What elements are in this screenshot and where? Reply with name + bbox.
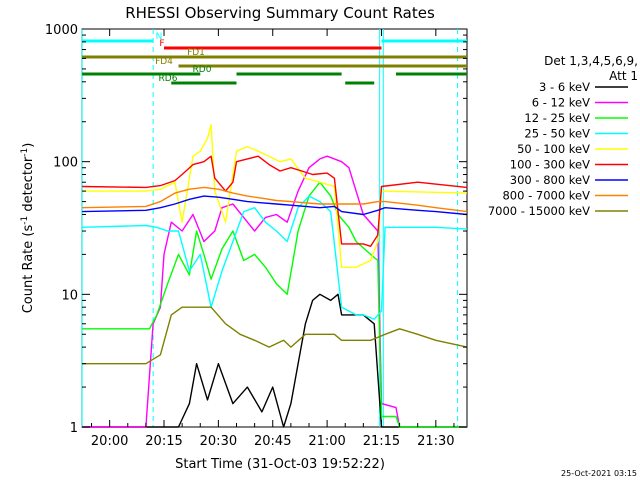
state-bars: NF FD1 FD4 RD0 RD6 <box>82 32 467 85</box>
x-tick-label-20-45: 20:45 <box>254 434 291 449</box>
state-bar-label-rd0: RD0 <box>193 65 212 75</box>
timestamp: 25-Oct-2021 03:15 <box>561 469 637 478</box>
y-tick-label-100: 100 <box>53 156 78 171</box>
y-tick-label-1: 1 <box>70 421 78 436</box>
x-tick-label-20-30: 20:30 <box>200 434 237 449</box>
x-tick-label-21-30: 21:30 <box>417 434 454 449</box>
series-line-300-800-kev <box>82 195 468 216</box>
series-line-3-6-kev <box>82 293 467 428</box>
legend-label-300-800-kev: 300 - 800 keV <box>510 173 590 187</box>
series-line-50-100-kev <box>82 124 468 268</box>
y-axis-label-exponent: -1 <box>20 216 30 225</box>
legend-header-line-1: Det 1,3,4,5,6,9, <box>544 54 638 68</box>
legend-label-6-12-kev: 6 - 12 keV <box>532 96 590 110</box>
state-bar-label-fd1: FD1 <box>187 48 205 58</box>
chart-title: RHESSI Observing Summary Count Rates <box>125 4 435 22</box>
plot-area: NF FD1 FD4 RD0 RD6 20:00 20:15 20:30 20:45 21:00… <box>45 23 468 449</box>
state-bar-label-fd4: FD4 <box>155 57 173 67</box>
series-line-6-12-kev <box>82 155 467 428</box>
y-ticks: 1 10 100 1000 <box>45 23 467 436</box>
x-ticks: 20:00 20:15 20:30 20:45 21:00 21:15 21:30 <box>91 29 455 449</box>
legend-label-3-6-kev: 3 - 6 keV <box>539 80 590 94</box>
y-axis-label-prefix: Count Rate (s <box>21 225 36 314</box>
series-lines <box>82 124 468 428</box>
legend: Det 1,3,4,5,6,9, Att 1 3 - 6 keV 6 - 12 k… <box>488 54 638 218</box>
x-axis-label: Start Time (31-Oct-03 19:52:22) <box>175 457 385 472</box>
legend-label-50-100-kev: 50 - 100 keV <box>517 142 590 156</box>
state-bar-label-rd6: RD6 <box>159 74 178 84</box>
series-line-12-25-kev <box>82 181 467 428</box>
y-tick-label-10: 10 <box>61 288 78 303</box>
series-line-25-50-kev <box>82 195 468 320</box>
x-tick-label-21-00: 21:00 <box>308 434 345 449</box>
legend-label-7000-15000-kev: 7000 - 15000 keV <box>488 204 590 218</box>
legend-label-800-7000-kev: 800 - 7000 keV <box>502 189 590 203</box>
y-axis-label: Count Rate (s-1 detector-1) <box>20 143 36 314</box>
y-axis-label-exponent-2: -1 <box>20 148 30 157</box>
legend-label-25-50-kev: 25 - 50 keV <box>524 127 590 141</box>
legend-label-12-25-kev: 12 - 25 keV <box>524 111 590 125</box>
legend-label-100-300-kev: 100 - 300 keV <box>510 158 590 172</box>
series-line-7000-15000-kev <box>82 306 468 365</box>
x-tick-label-20-15: 20:15 <box>145 434 182 449</box>
series-line-100-300-kev <box>82 155 468 247</box>
state-bar-label-n: N <box>156 32 163 42</box>
series-line-800-7000-kev <box>82 186 468 213</box>
y-axis-label-suffix: detector <box>21 156 36 216</box>
state-bar-label-f: F <box>159 39 164 49</box>
y-axis-label-close: ) <box>21 143 36 148</box>
y-tick-label-1000: 1000 <box>45 23 78 38</box>
x-tick-label-20-00: 20:00 <box>91 434 128 449</box>
legend-header-line-2: Att 1 <box>609 69 638 83</box>
x-tick-label-21-15: 21:15 <box>363 434 400 449</box>
